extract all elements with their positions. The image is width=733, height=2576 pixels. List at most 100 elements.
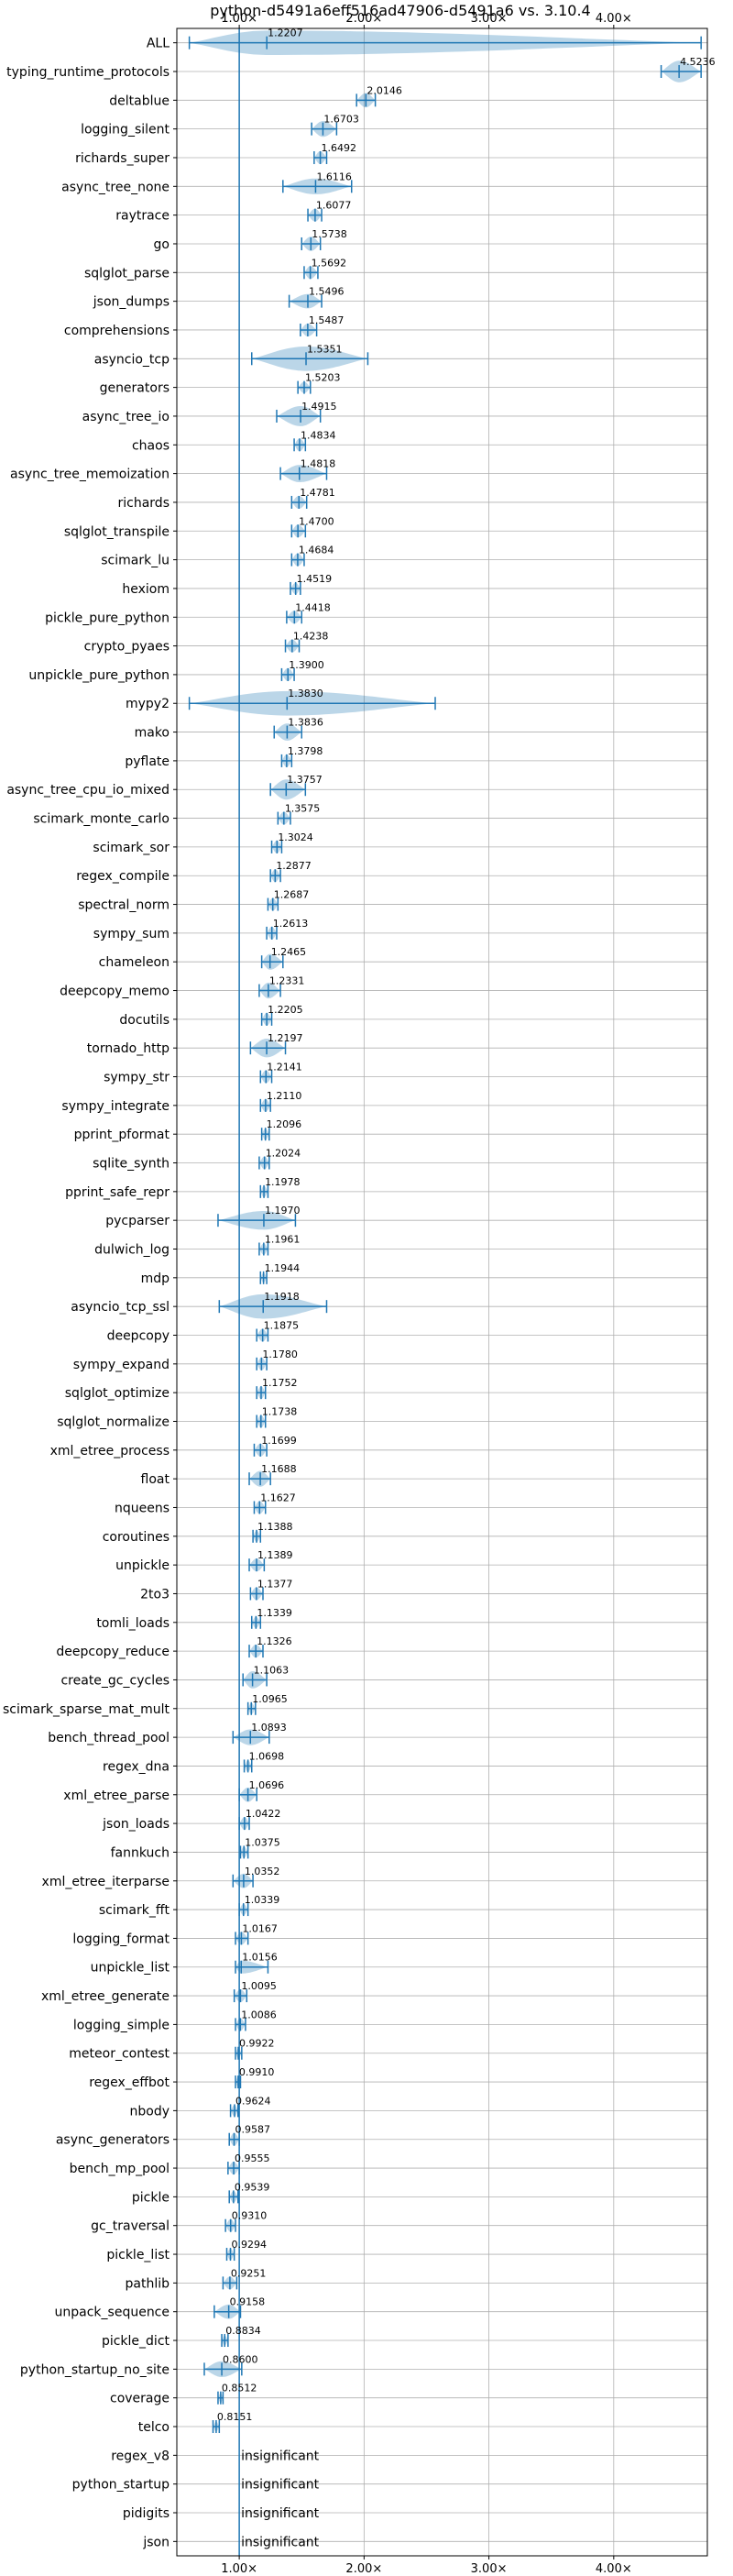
category-label: tomli_loads: [96, 1616, 170, 1631]
x-tick-label-bottom: 4.00×: [596, 2562, 632, 2576]
value-label: 2.0146: [366, 84, 402, 96]
x-tick-label-top: 3.00×: [471, 12, 508, 26]
category-label: sqlglot_normalize: [57, 1415, 170, 1429]
category-label: json: [142, 2535, 170, 2549]
value-label: 0.9587: [235, 2124, 270, 2136]
value-label: 1.1389: [257, 1549, 293, 1561]
value-label: 1.3798: [288, 745, 323, 757]
value-label: 0.8600: [223, 2353, 258, 2365]
value-label: 1.5203: [305, 372, 341, 384]
value-label: 1.3900: [289, 659, 324, 671]
category-label: chaos: [132, 438, 170, 453]
category-label: xml_etree_parse: [63, 1789, 170, 1803]
value-label: 1.0339: [245, 1894, 280, 1906]
value-label: 0.9555: [235, 2152, 270, 2164]
category-label: telco: [138, 2420, 170, 2435]
value-label: 1.2197: [268, 1032, 303, 1044]
category-label: sqlglot_transpile: [64, 524, 170, 539]
value-label: 1.0156: [242, 1952, 278, 1964]
category-label: meteor_contest: [69, 2047, 170, 2062]
insignificant-label: insignificant: [241, 2506, 320, 2521]
value-label: 0.8834: [225, 2325, 261, 2337]
value-label: 1.2141: [267, 1062, 302, 1073]
value-label: 1.3575: [285, 803, 321, 815]
value-label: 1.4915: [301, 401, 337, 413]
category-label: sympy_sum: [93, 927, 170, 941]
value-label: 0.9294: [231, 2239, 267, 2251]
category-label: unpickle_list: [91, 1961, 170, 1976]
x-tick-label-top: 4.00×: [596, 12, 632, 26]
category-label: unpickle: [115, 1558, 170, 1573]
category-label: regex_compile: [76, 869, 170, 884]
value-label: 1.1970: [265, 1205, 301, 1216]
category-label: pickle: [132, 2190, 170, 2205]
category-label: mdp: [141, 1271, 170, 1286]
value-label: 1.0095: [241, 1980, 277, 1992]
category-label: bench_mp_pool: [70, 2162, 170, 2176]
value-label: 1.0375: [245, 1836, 280, 1848]
category-label: nbody: [130, 2104, 170, 2119]
value-label: 1.4418: [295, 601, 331, 613]
category-label: async_tree_none: [61, 180, 170, 194]
value-label: 1.2110: [267, 1090, 302, 1102]
value-label: 1.0352: [245, 1866, 280, 1877]
category-label: regex_effbot: [89, 2075, 170, 2090]
value-label: 1.1388: [257, 1521, 293, 1533]
value-label: 1.4818: [301, 458, 336, 470]
violin-marks: [188, 30, 702, 2434]
insignificant-label: insignificant: [241, 2449, 320, 2463]
value-label: 1.5738: [312, 228, 347, 240]
category-label: docutils: [119, 1013, 170, 1028]
value-label: 1.4238: [293, 631, 329, 643]
value-label: 1.6077: [316, 200, 352, 212]
category-label: richards: [118, 496, 170, 511]
insignificant-label: insignificant: [241, 2478, 320, 2493]
category-label: comprehensions: [64, 324, 170, 338]
value-label: 0.8512: [222, 2383, 257, 2394]
category-label: deepcopy_reduce: [56, 1645, 170, 1659]
category-label: scimark_lu: [101, 554, 170, 568]
value-label: 0.9910: [239, 2066, 275, 2078]
value-label: 1.4684: [299, 545, 334, 556]
value-label: 1.0698: [249, 1750, 285, 1762]
value-label: 1.3757: [287, 774, 323, 786]
value-label: 1.1961: [265, 1234, 301, 1246]
x-tick-label-bottom: 2.00×: [345, 2562, 382, 2576]
value-label: 1.1875: [264, 1319, 300, 1331]
value-label: 1.1978: [265, 1176, 301, 1188]
category-label: ALL: [147, 37, 170, 51]
category-label: fannkuch: [111, 1845, 170, 1860]
value-label: 1.2207: [268, 28, 303, 39]
category-label: scimark_monte_carlo: [33, 812, 170, 827]
value-label: 1.0965: [252, 1693, 288, 1705]
value-label: 1.3830: [288, 688, 323, 699]
value-label: 1.6703: [323, 114, 359, 126]
category-label: python_startup_no_site: [20, 2362, 170, 2377]
chart-title: python-d5491a6eff516ad47906-d5491a6 vs. …: [210, 2, 590, 19]
value-label: 1.4834: [301, 429, 336, 441]
category-label: deepcopy_memo: [60, 985, 170, 999]
x-axis-ticks: 1.00× 1.00× 2.00× 2.00× 3.00× 3.00× 4.00× 4.00×: [221, 12, 632, 2576]
value-label: 1.4519: [297, 573, 333, 585]
category-label: bench_thread_pool: [48, 1731, 170, 1745]
value-label: 1.3024: [278, 831, 313, 843]
value-label: 1.2465: [271, 946, 307, 958]
category-label: sqlglot_optimize: [65, 1386, 170, 1401]
category-label: coverage: [110, 2392, 170, 2406]
value-label: 1.4700: [299, 515, 334, 527]
category-label: nqueens: [115, 1501, 170, 1515]
value-label: 1.6116: [316, 171, 352, 182]
category-label: dulwich_log: [94, 1243, 170, 1258]
value-label: 1.0696: [249, 1779, 285, 1791]
category-label: scimark_fft: [99, 1903, 170, 1918]
category-label: typing_runtime_protocols: [6, 65, 170, 80]
category-label: richards_super: [75, 151, 170, 166]
value-label: 0.9158: [230, 2296, 266, 2308]
category-label: async_tree_io: [82, 410, 170, 424]
category-label: unpickle_pure_python: [28, 668, 170, 683]
x-tick-label-bottom: 1.00×: [221, 2562, 257, 2576]
category-label: asyncio_tcp: [94, 352, 170, 367]
value-label: 1.2096: [267, 1118, 302, 1130]
